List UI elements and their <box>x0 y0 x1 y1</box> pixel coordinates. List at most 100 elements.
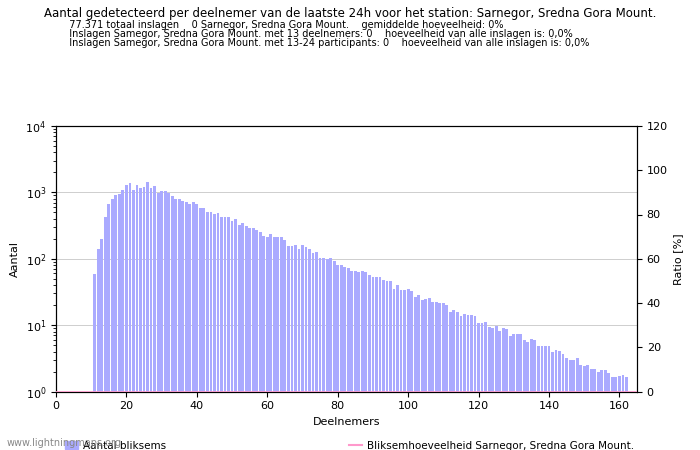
Bar <box>379 277 382 450</box>
Bar <box>375 277 378 450</box>
Bar <box>502 328 505 450</box>
Bar <box>396 284 399 450</box>
Bar <box>118 194 121 450</box>
Text: Inslagen Samegor, Sredna Gora Mount. met 13 deelnemers: 0    hoeveelheid van all: Inslagen Samegor, Sredna Gora Mount. met… <box>63 29 573 39</box>
Bar <box>449 312 452 450</box>
Text: www.lightningmaps.org: www.lightningmaps.org <box>7 438 122 448</box>
Bar <box>220 216 223 450</box>
Bar <box>111 198 113 450</box>
Bar <box>509 336 512 450</box>
Y-axis label: Aantal: Aantal <box>10 241 20 277</box>
Bar <box>554 350 557 450</box>
Bar <box>597 372 600 450</box>
Bar <box>558 351 561 450</box>
Bar <box>575 358 578 450</box>
Bar <box>442 303 444 450</box>
Bar <box>361 271 364 450</box>
Bar <box>495 327 498 450</box>
Text: 77.371 totaal inslagen    0 Sarnegor, Sredna Gora Mount.    gemiddelde hoeveelhe: 77.371 totaal inslagen 0 Sarnegor, Sredn… <box>63 20 503 30</box>
Bar <box>206 212 209 450</box>
Bar <box>192 202 195 450</box>
Bar <box>358 272 360 450</box>
Bar <box>526 342 529 450</box>
Bar <box>572 360 575 450</box>
Bar <box>587 365 589 450</box>
Bar <box>474 315 477 450</box>
Bar <box>459 316 462 450</box>
Bar <box>407 289 410 450</box>
Bar <box>386 281 389 450</box>
Bar <box>259 232 262 450</box>
Legend: Aantal bliksems, Aantal bliksems Sarnegor, Sredna Gora Mount., Bliksemhoeveelhei: Aantal bliksems, Aantal bliksems Sarnego… <box>61 436 638 450</box>
Bar <box>308 249 311 450</box>
Bar <box>608 373 610 450</box>
Bar <box>470 315 473 450</box>
Bar <box>565 358 568 450</box>
Bar <box>547 346 550 450</box>
Y-axis label: Ratio [%]: Ratio [%] <box>673 233 683 284</box>
Bar <box>481 323 484 450</box>
Bar <box>202 208 205 450</box>
Bar <box>491 328 494 450</box>
Bar <box>287 246 290 450</box>
Bar <box>594 369 596 450</box>
Bar <box>410 291 413 450</box>
Bar <box>389 281 392 450</box>
Bar <box>505 329 508 450</box>
Bar <box>393 289 395 450</box>
Bar <box>280 237 283 450</box>
Bar <box>304 247 307 450</box>
Bar <box>276 237 279 450</box>
Bar <box>167 193 170 450</box>
Bar <box>301 245 304 450</box>
Bar <box>115 195 118 450</box>
Text: Inslagen Samegor, Sredna Gora Mount. met 13-24 participants: 0    hoeveelheid va: Inslagen Samegor, Sredna Gora Mount. met… <box>63 38 589 48</box>
Bar <box>93 274 96 450</box>
Bar <box>580 364 582 450</box>
Bar <box>467 315 470 450</box>
Bar <box>284 240 286 450</box>
Bar <box>544 346 547 450</box>
Bar <box>160 191 163 450</box>
Bar <box>322 258 325 450</box>
Bar <box>484 322 487 450</box>
Bar <box>181 201 184 450</box>
Bar <box>146 182 149 450</box>
X-axis label: Deelnemers: Deelnemers <box>313 417 380 427</box>
Bar <box>298 249 300 450</box>
Bar <box>523 340 526 450</box>
Bar <box>368 275 371 450</box>
Bar <box>533 340 536 450</box>
Bar <box>238 225 241 450</box>
Bar <box>294 245 297 450</box>
Bar <box>248 228 251 450</box>
Bar <box>414 297 416 450</box>
Bar <box>132 190 135 450</box>
Bar <box>438 303 441 450</box>
Bar <box>382 280 385 450</box>
Bar <box>583 366 586 450</box>
Bar <box>530 339 533 450</box>
Bar <box>343 267 346 450</box>
Bar <box>178 198 181 450</box>
Bar <box>318 258 321 450</box>
Bar <box>153 186 156 450</box>
Bar <box>568 360 571 450</box>
Bar <box>139 189 142 450</box>
Bar <box>185 202 188 450</box>
Bar <box>540 346 543 450</box>
Bar <box>551 352 554 450</box>
Bar <box>266 237 269 450</box>
Bar <box>340 266 342 450</box>
Bar <box>615 377 617 450</box>
Bar <box>428 298 430 450</box>
Bar <box>174 199 177 450</box>
Bar <box>354 270 357 450</box>
Bar <box>245 226 248 450</box>
Bar <box>241 223 244 450</box>
Bar <box>463 314 466 450</box>
Bar <box>97 248 99 450</box>
Bar <box>498 331 501 450</box>
Bar <box>519 334 522 450</box>
Bar <box>421 300 424 450</box>
